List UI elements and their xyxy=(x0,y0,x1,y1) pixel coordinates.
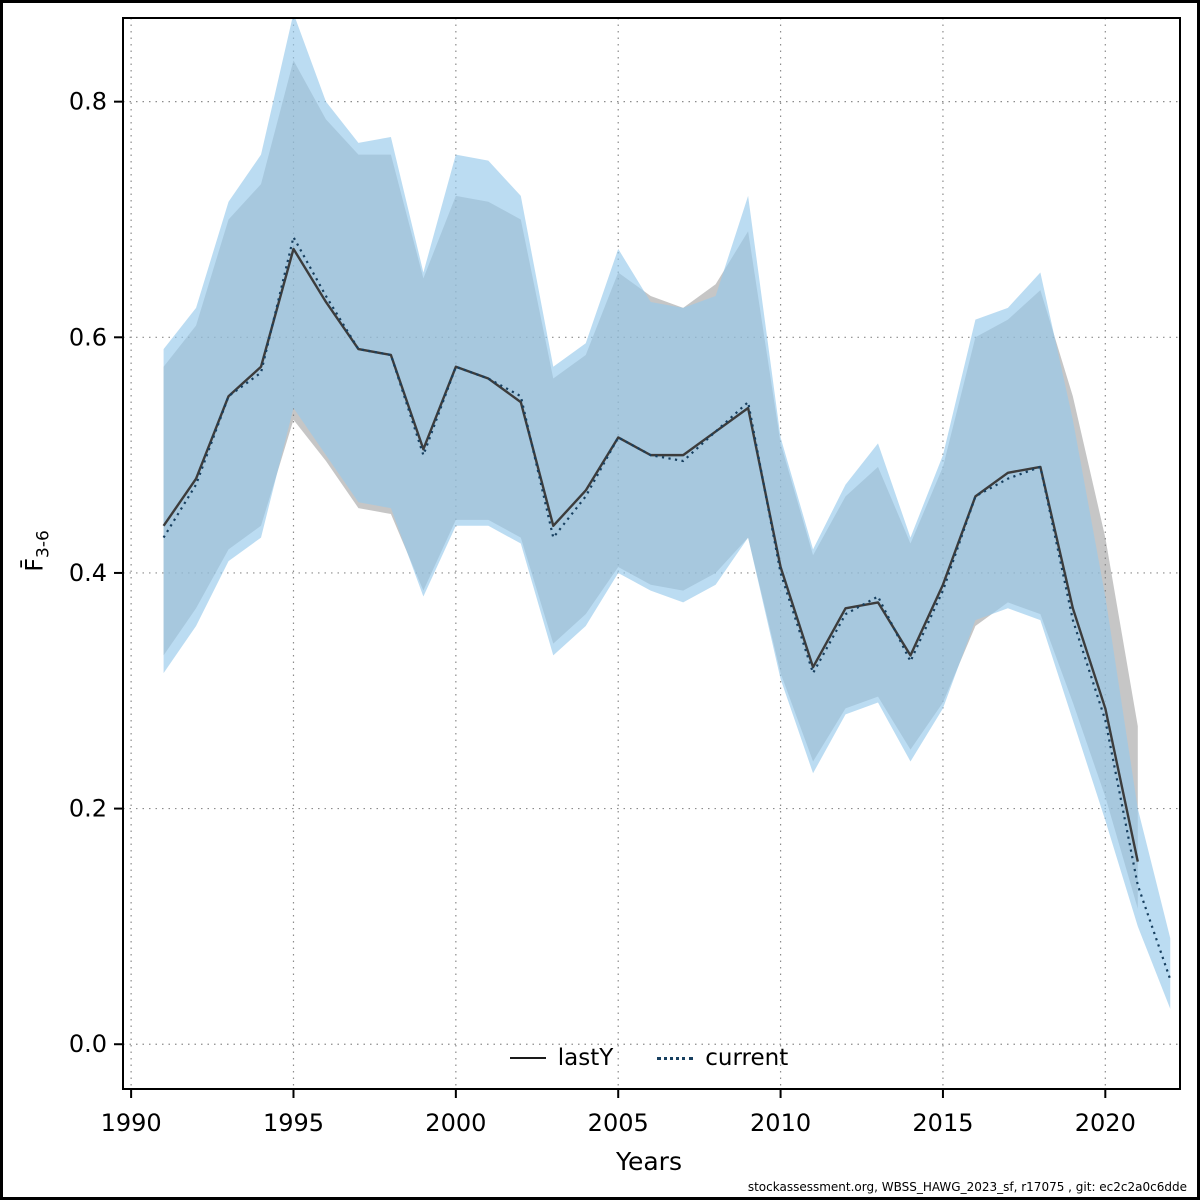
x-tick-label: 1990 xyxy=(101,1109,162,1137)
legend-entry-lasty: lastY xyxy=(509,1045,614,1071)
x-axis-title: Years xyxy=(616,1147,682,1176)
y-axis-title-main: F̄ xyxy=(20,557,49,572)
y-tick-label: 0.6 xyxy=(69,323,107,351)
legend-current-label: current xyxy=(705,1045,789,1071)
x-tick-label: 2010 xyxy=(750,1109,811,1137)
x-tick-label: 1995 xyxy=(263,1109,324,1137)
axes: 1990 1995 2000 2005 2010 2015 2020 0.0 0.2 0.4 0.6… xyxy=(69,88,1136,1137)
y-axis-title-sub: 3-6 xyxy=(33,530,54,558)
line-current xyxy=(162,236,1172,980)
confidence-bands xyxy=(163,18,1171,1009)
y-tick-label: 0.2 xyxy=(69,795,107,823)
x-tick-label: 2015 xyxy=(912,1109,973,1137)
x-tick-label: 2005 xyxy=(588,1109,649,1137)
legend-lasty-label: lastY xyxy=(557,1045,614,1071)
y-tick-label: 0.4 xyxy=(69,559,107,587)
x-tick-label: 2020 xyxy=(1075,1109,1136,1137)
x-tick-label: 2000 xyxy=(425,1109,486,1137)
legend-current-line-sample xyxy=(657,1056,694,1060)
legend-entry-current: current xyxy=(657,1045,788,1071)
y-axis-title: F̄3-6 xyxy=(21,530,54,572)
y-tick-label: 0.8 xyxy=(69,88,107,116)
legend: lastY current xyxy=(120,1045,1178,1071)
footer-note: stockassessment.org, WBSS_HAWG_2023_sf, … xyxy=(747,1180,1187,1194)
plot-panel-border xyxy=(122,17,1181,1090)
y-tick-label: 0.0 xyxy=(69,1030,107,1058)
series-lines xyxy=(162,236,1172,980)
legend-lasty-line-sample xyxy=(509,1057,546,1059)
band-current xyxy=(163,18,1171,1009)
chart-canvas: 1990 1995 2000 2005 2010 2015 2020 0.0 0.2 0.4 0.6… xyxy=(69,17,1181,1137)
